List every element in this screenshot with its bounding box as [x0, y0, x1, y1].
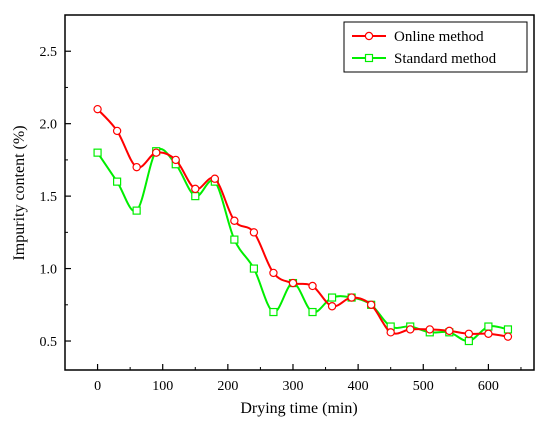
data-point-standard — [230, 235, 239, 244]
axes-layer: 0 100 200 300 400 500 600 0.5 1.0 1.5 2.0 2.5 — [40, 14, 522, 394]
x-tick-label: 600 — [478, 379, 499, 394]
data-point-online — [191, 184, 200, 194]
data-point-standard — [191, 192, 200, 201]
legend-label-online: Online method — [394, 29, 484, 45]
legend-entry-standard: Standard method — [352, 51, 497, 67]
x-axis-label: Drying time (min) — [240, 400, 357, 417]
x-tick-label: 300 — [282, 379, 303, 394]
data-point-online — [464, 329, 474, 338]
series-line-online — [96, 108, 509, 338]
data-point-online — [112, 126, 122, 136]
data-point-standard — [93, 148, 102, 157]
data-point-online — [503, 332, 513, 341]
data-point-standard — [249, 264, 259, 273]
y-tick-label: 1.0 — [40, 263, 58, 278]
y-axis-label: Impurity content (%) — [11, 125, 28, 260]
plot-frame — [64, 14, 535, 371]
data-point-online — [210, 174, 220, 183]
data-point-online — [151, 148, 161, 157]
data-point-standard — [327, 293, 337, 302]
data-point-online — [425, 325, 434, 334]
x-tick-label: 400 — [348, 379, 369, 394]
data-point-online — [249, 228, 259, 237]
legend: Online method Standard method — [343, 21, 528, 73]
x-tick-label: 500 — [413, 379, 434, 394]
series-line-standard — [96, 147, 509, 343]
x-tick-label: 100 — [152, 379, 173, 394]
data-point-standard — [503, 325, 513, 334]
data-point-standard — [113, 177, 122, 186]
data-point-online — [230, 216, 239, 225]
legend-entry-online: Online method — [352, 29, 484, 45]
data-point-online — [93, 104, 102, 114]
legend-box — [343, 21, 528, 73]
data-point-online — [308, 281, 317, 291]
data-series-layer — [93, 104, 513, 346]
data-point-online — [406, 325, 415, 334]
y-tick-label: 2.5 — [40, 45, 58, 60]
legend-marker-standard — [364, 53, 374, 63]
data-point-online — [132, 162, 141, 172]
data-point-online — [171, 155, 180, 165]
x-tick-label: 200 — [217, 379, 238, 394]
y-tick-label: 0.5 — [40, 335, 58, 350]
data-point-standard — [484, 322, 493, 331]
y-tick-label: 2.0 — [40, 118, 58, 133]
x-tick-label: 0 — [94, 379, 101, 394]
data-point-online — [269, 268, 278, 278]
data-point-online — [347, 293, 356, 302]
data-point-standard — [308, 307, 317, 317]
legend-label-standard: Standard method — [394, 51, 497, 67]
data-point-online — [484, 329, 493, 338]
data-point-online — [386, 328, 395, 337]
data-point-standard — [132, 206, 141, 215]
data-point-standard — [464, 336, 473, 346]
data-point-standard — [269, 307, 278, 317]
legend-marker-online — [364, 31, 374, 41]
data-point-online — [288, 278, 298, 288]
data-point-online — [327, 302, 337, 311]
y-tick-label: 1.5 — [40, 190, 58, 205]
data-point-online — [366, 300, 376, 309]
data-point-online — [445, 326, 454, 336]
